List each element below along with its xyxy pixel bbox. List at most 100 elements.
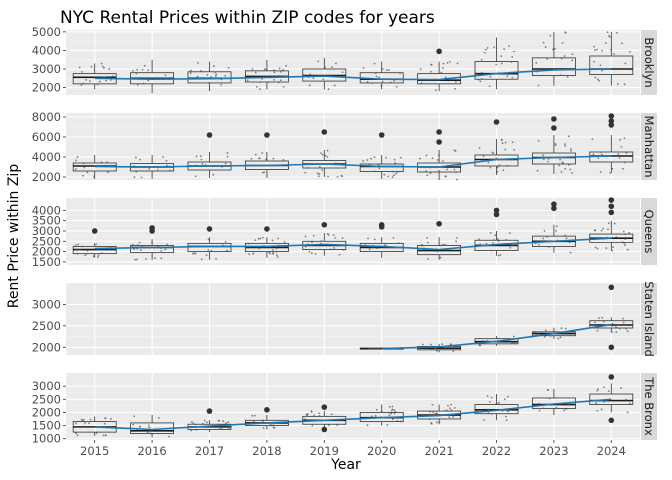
jitter-point bbox=[166, 244, 168, 246]
jitter-point bbox=[88, 422, 90, 424]
jitter-point bbox=[132, 244, 134, 246]
jitter-point bbox=[201, 159, 203, 161]
jitter-point bbox=[625, 399, 627, 401]
jitter-point bbox=[225, 422, 227, 424]
jitter-point bbox=[538, 244, 540, 246]
jitter-point bbox=[513, 336, 515, 338]
outlier-point bbox=[609, 197, 615, 203]
jitter-point bbox=[509, 247, 511, 249]
jitter-point bbox=[273, 72, 275, 74]
jitter-point bbox=[87, 172, 89, 174]
jitter-point bbox=[538, 85, 540, 87]
jitter-point bbox=[304, 172, 306, 174]
jitter-point bbox=[139, 159, 141, 161]
jitter-point bbox=[262, 172, 264, 174]
jitter-point bbox=[132, 70, 134, 72]
facet-strip-label: The Bronx bbox=[642, 376, 656, 436]
jitter-point bbox=[612, 246, 614, 248]
outlier-point bbox=[609, 417, 615, 423]
jitter-point bbox=[593, 153, 595, 155]
jitter-point bbox=[77, 244, 79, 246]
jitter-point bbox=[490, 167, 492, 169]
jitter-point bbox=[215, 73, 217, 75]
jitter-point bbox=[336, 424, 338, 426]
jitter-point bbox=[77, 253, 79, 255]
jitter-point bbox=[591, 138, 593, 140]
jitter-point bbox=[426, 237, 428, 239]
x-tick-label: 2024 bbox=[597, 444, 626, 458]
jitter-point bbox=[506, 75, 508, 77]
jitter-point bbox=[334, 85, 336, 87]
jitter-point bbox=[396, 420, 398, 422]
outlier-point bbox=[149, 225, 155, 231]
jitter-point bbox=[273, 69, 275, 71]
jitter-point bbox=[271, 424, 273, 426]
jitter-point bbox=[136, 69, 138, 71]
jitter-point bbox=[228, 67, 230, 69]
jitter-point bbox=[386, 69, 388, 71]
jitter-point bbox=[226, 250, 228, 252]
jitter-point bbox=[107, 171, 109, 173]
jitter-point bbox=[210, 76, 212, 78]
jitter-point bbox=[165, 74, 167, 76]
y-tick-label: 4000 bbox=[32, 150, 61, 164]
jitter-point bbox=[210, 250, 212, 252]
outlier-point bbox=[264, 407, 270, 413]
jitter-point bbox=[280, 71, 282, 73]
jitter-point bbox=[430, 71, 432, 73]
jitter-point bbox=[227, 156, 229, 158]
jitter-point bbox=[432, 157, 434, 159]
outlier-point bbox=[207, 408, 213, 414]
jitter-point bbox=[549, 398, 551, 400]
jitter-point bbox=[426, 155, 428, 157]
jitter-point bbox=[487, 412, 489, 414]
jitter-point bbox=[390, 413, 392, 415]
jitter-point bbox=[389, 414, 391, 416]
jitter-point bbox=[160, 250, 162, 252]
jitter-point bbox=[487, 47, 489, 49]
box-iqr bbox=[188, 72, 231, 83]
outlier-point bbox=[322, 222, 328, 228]
jitter-point bbox=[452, 416, 454, 418]
jitter-point bbox=[228, 428, 230, 430]
jitter-point bbox=[500, 55, 502, 57]
jitter-point bbox=[370, 158, 372, 160]
jitter-point bbox=[215, 258, 217, 260]
jitter-point bbox=[276, 254, 278, 256]
jitter-point bbox=[603, 386, 605, 388]
outlier-point bbox=[609, 374, 615, 380]
jitter-point bbox=[387, 176, 389, 178]
jitter-point bbox=[554, 48, 556, 50]
jitter-point bbox=[144, 65, 146, 67]
jitter-point bbox=[204, 420, 206, 422]
jitter-point bbox=[374, 63, 376, 65]
jitter-point bbox=[610, 49, 612, 51]
jitter-point bbox=[282, 69, 284, 71]
jitter-point bbox=[569, 169, 571, 171]
jitter-point bbox=[429, 418, 431, 420]
jitter-point bbox=[103, 434, 105, 436]
box-iqr bbox=[475, 155, 518, 166]
jitter-point bbox=[272, 240, 274, 242]
jitter-point bbox=[624, 244, 626, 246]
jitter-point bbox=[601, 409, 603, 411]
jitter-point bbox=[615, 331, 617, 333]
jitter-point bbox=[145, 258, 147, 260]
jitter-point bbox=[218, 420, 220, 422]
outlier-point bbox=[207, 132, 213, 138]
jitter-point bbox=[99, 81, 101, 83]
jitter-point bbox=[166, 160, 168, 162]
jitter-point bbox=[96, 432, 98, 434]
jitter-point bbox=[563, 333, 565, 335]
jitter-point bbox=[594, 77, 596, 79]
jitter-point bbox=[455, 150, 457, 152]
y-tick-label: 1000 bbox=[32, 432, 61, 446]
jitter-point bbox=[550, 335, 552, 337]
jitter-point bbox=[446, 410, 448, 412]
jitter-point bbox=[206, 421, 208, 423]
jitter-point bbox=[75, 244, 77, 246]
jitter-point bbox=[327, 233, 329, 235]
jitter-point bbox=[393, 237, 395, 239]
jitter-point bbox=[419, 158, 421, 160]
